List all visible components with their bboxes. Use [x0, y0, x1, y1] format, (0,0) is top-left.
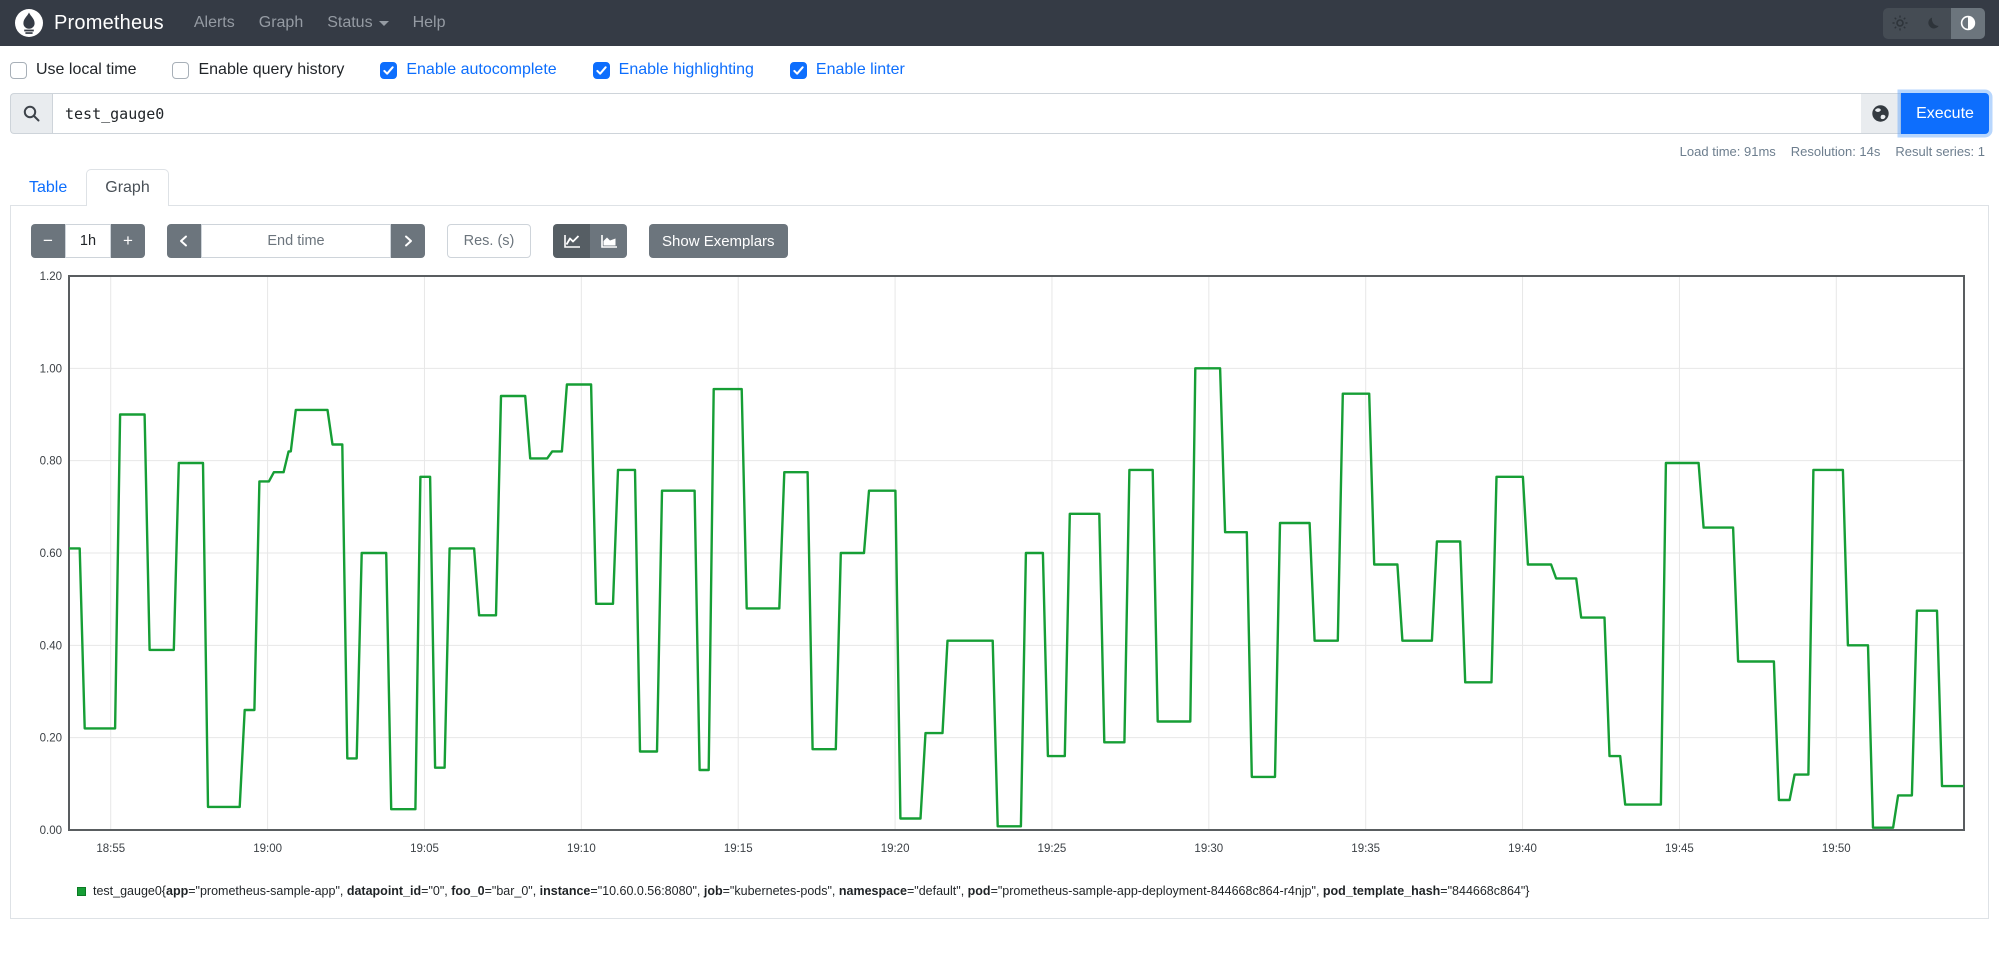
graph-canvas[interactable]: 0.00 0.20 0.40 0.60 0.80 1.00 1.20 18:55 19:00 19…	[21, 268, 1976, 868]
time-back-button[interactable]	[167, 224, 201, 258]
metrics-explorer-button[interactable]	[1861, 93, 1901, 134]
theme-light-button[interactable]	[1883, 8, 1917, 39]
graph-panel: − +	[10, 206, 1989, 919]
option-autocomplete[interactable]: Enable autocomplete	[380, 61, 557, 79]
nav-item-alerts[interactable]: Alerts	[193, 14, 235, 31]
stacked-chart-toggle-button[interactable]	[590, 224, 627, 258]
stacked-chart-icon	[600, 235, 617, 248]
navbar: Prometheus Alerts Graph Status Help	[0, 0, 1999, 46]
theme-toggle-group	[1883, 7, 1985, 39]
stat-resolution: Resolution: 14s	[1790, 144, 1881, 159]
checkbox-linter[interactable]	[789, 61, 807, 79]
options-row: Use local time Enable query history Enab…	[0, 46, 1999, 91]
option-label: Use local time	[36, 61, 137, 78]
theme-auto-button[interactable]	[1951, 7, 1985, 39]
nav-links: Alerts Graph Status Help	[182, 14, 458, 32]
range-increase-button[interactable]: +	[111, 224, 145, 258]
auto-contrast-icon	[1960, 15, 1976, 31]
svg-text:19:15: 19:15	[724, 843, 753, 855]
nav-item-status-label: Status	[327, 14, 373, 31]
app-title: Prometheus	[54, 11, 164, 34]
search-icon	[23, 105, 40, 122]
legend-series-label: test_gauge0{app="prometheus-sample-app",…	[93, 884, 1530, 898]
svg-text:19:40: 19:40	[1508, 843, 1537, 855]
option-label: Enable autocomplete	[406, 61, 557, 78]
stat-result-series: Result series: 1	[1895, 144, 1985, 159]
svg-text:0.20: 0.20	[40, 733, 62, 745]
checkbox-use-local-time[interactable]	[10, 61, 27, 79]
svg-text:1.00: 1.00	[40, 363, 62, 375]
time-forward-button[interactable]	[391, 224, 425, 258]
svg-text:19:05: 19:05	[410, 843, 439, 855]
checkbox-autocomplete[interactable]	[380, 61, 398, 79]
query-expression-input[interactable]	[52, 93, 1861, 134]
chevron-right-icon	[405, 235, 412, 247]
resolution-input[interactable]	[447, 224, 531, 258]
nav-item-status[interactable]: Status	[315, 14, 400, 32]
option-label: Enable query history	[198, 61, 345, 78]
chart-type-toggle	[553, 224, 627, 258]
svg-text:19:30: 19:30	[1194, 843, 1223, 855]
tab-table[interactable]: Table	[29, 179, 68, 196]
moon-icon	[1927, 17, 1939, 28]
chevron-left-icon	[180, 235, 187, 247]
legend-item[interactable]: test_gauge0{app="prometheus-sample-app",…	[77, 884, 1978, 898]
graph-toolbar: − +	[31, 224, 1978, 258]
svg-text:19:35: 19:35	[1351, 843, 1380, 855]
globe-icon	[1872, 105, 1889, 122]
range-decrease-button[interactable]: −	[31, 224, 65, 258]
show-exemplars-button[interactable]: Show Exemplars	[649, 224, 788, 258]
svg-text:0.80: 0.80	[40, 456, 62, 468]
svg-text:1.20: 1.20	[40, 271, 62, 283]
svg-text:0.00: 0.00	[40, 825, 62, 837]
end-time-input[interactable]	[201, 224, 391, 258]
sun-icon	[1892, 15, 1908, 31]
option-highlighting[interactable]: Enable highlighting	[592, 61, 754, 79]
stat-load-time: Load time: 91ms	[1679, 144, 1776, 159]
option-linter[interactable]: Enable linter	[789, 61, 905, 79]
line-chart-icon	[563, 235, 580, 248]
endtime-group	[167, 224, 425, 258]
nav-item-graph[interactable]: Graph	[258, 14, 304, 31]
prometheus-logo-icon	[15, 9, 43, 37]
svg-text:19:20: 19:20	[881, 843, 910, 855]
execute-button[interactable]: Execute	[1901, 93, 1989, 134]
caret-down-icon	[378, 20, 389, 26]
range-group: − +	[31, 224, 145, 258]
option-label: Enable linter	[815, 61, 905, 78]
theme-dark-button[interactable]	[1917, 8, 1951, 39]
result-tabs: Table Graph	[10, 169, 1989, 206]
query-search-addon	[10, 93, 52, 134]
nav-item-help[interactable]: Help	[412, 14, 446, 31]
query-bar: Execute	[10, 93, 1989, 134]
range-input[interactable]	[65, 224, 111, 258]
check-icon	[596, 65, 607, 75]
legend-swatch	[77, 886, 86, 896]
check-icon	[793, 65, 804, 75]
svg-text:19:45: 19:45	[1665, 843, 1694, 855]
svg-text:19:00: 19:00	[253, 843, 282, 855]
checkbox-highlighting[interactable]	[592, 61, 610, 79]
svg-text:19:10: 19:10	[567, 843, 596, 855]
check-icon	[383, 65, 394, 75]
svg-text:19:25: 19:25	[1038, 843, 1067, 855]
option-label: Enable highlighting	[618, 61, 754, 78]
line-chart-toggle-button[interactable]	[553, 224, 590, 258]
chart-area: 0.00 0.20 0.40 0.60 0.80 1.00 1.20 18:55 19:00 19…	[21, 268, 1978, 898]
svg-text:0.60: 0.60	[40, 548, 62, 560]
tab-graph[interactable]: Graph	[86, 169, 169, 206]
option-query-history[interactable]: Enable query history	[172, 61, 344, 79]
option-use-local-time[interactable]: Use local time	[10, 61, 136, 79]
query-stats: Load time: 91ms Resolution: 14s Result s…	[0, 134, 1999, 159]
svg-text:18:55: 18:55	[96, 843, 125, 855]
brand[interactable]: Prometheus	[14, 8, 164, 38]
svg-text:19:50: 19:50	[1822, 843, 1851, 855]
svg-text:0.40: 0.40	[40, 640, 62, 652]
checkbox-query-history[interactable]	[172, 61, 190, 79]
